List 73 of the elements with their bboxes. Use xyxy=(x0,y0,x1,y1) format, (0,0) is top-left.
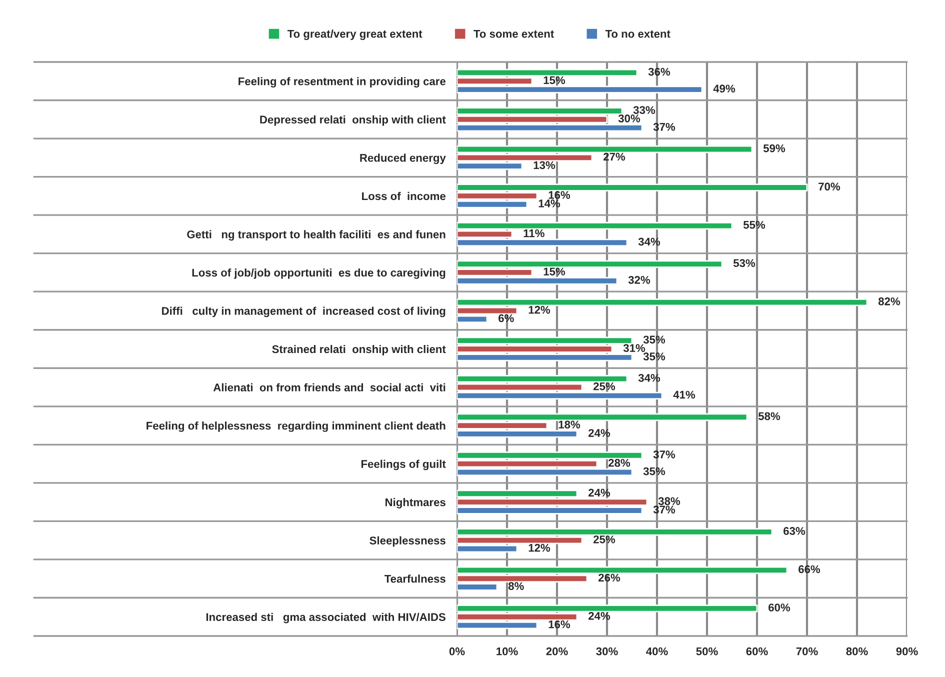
data-label: 31% xyxy=(623,344,646,352)
x-tick-label: 60% xyxy=(746,647,768,656)
data-label: 58% xyxy=(758,412,780,420)
data-label: 12% xyxy=(528,306,550,314)
x-tick-label: 50% xyxy=(696,647,718,656)
y-tick-label: Loss of income xyxy=(362,192,446,200)
y-tick-label: Alienati on from friends and social acti viti xyxy=(213,383,446,392)
data-label: 28% xyxy=(608,458,630,467)
data-label: 60% xyxy=(768,604,790,612)
data-label: 66% xyxy=(798,565,820,574)
legend-label: To some extent xyxy=(474,30,554,38)
y-tick-label: Increased sti gma associated with HIV/AIDS xyxy=(206,612,446,624)
data-label: 32% xyxy=(628,276,650,284)
y-tick-label: Getti ng transport to health faciliti es and funen xyxy=(187,230,446,241)
data-label: 16% xyxy=(548,191,570,199)
y-tick-label: Feeling of resentment in providing care xyxy=(238,77,446,88)
data-label: 8% xyxy=(508,582,524,590)
data-label: 34% xyxy=(638,374,660,382)
data-label: 82% xyxy=(878,297,900,306)
data-label: 35% xyxy=(643,352,666,360)
y-tick-label: Reduced energy xyxy=(360,154,446,164)
y-tick-label: Diffi culty in management of increased cost of living xyxy=(162,306,446,318)
data-label: 24% xyxy=(588,429,610,437)
y-tick-label: Feelings of guilt xyxy=(361,460,446,470)
data-label: 15% xyxy=(544,76,566,84)
data-label: 59% xyxy=(763,144,786,152)
y-tick-label: Depressed relati onship with client xyxy=(260,115,446,126)
data-label: 36% xyxy=(648,68,670,76)
x-tick-label: 20% xyxy=(546,647,568,656)
data-label: 41% xyxy=(673,390,696,399)
data-label: 53% xyxy=(733,259,756,268)
data-label: 35% xyxy=(643,467,666,476)
y-tick-label: Feeling of helplessness regarding imminent client death xyxy=(146,422,446,432)
y-tick-label: Strained relati onship with client xyxy=(272,344,446,356)
data-label: 34% xyxy=(638,238,660,246)
x-tick-label: 30% xyxy=(596,647,618,656)
x-tick-label: 80% xyxy=(846,647,868,656)
y-tick-label: Loss of job/job opportuniti es due to caregiving xyxy=(192,268,446,279)
data-label: 35% xyxy=(643,336,666,344)
data-label: 25% xyxy=(593,382,616,390)
data-label: 18% xyxy=(558,420,580,429)
legend-label: To great/very great extent xyxy=(287,30,422,40)
x-tick-label: 0% xyxy=(449,647,465,656)
data-label: 11% xyxy=(524,229,544,238)
y-tick-label: Nightmares xyxy=(386,498,446,508)
data-label: 25% xyxy=(593,535,616,544)
data-label: 37% xyxy=(653,506,676,514)
data-label: 15% xyxy=(544,268,566,276)
y-tick-label: Sleeplessness xyxy=(370,536,446,547)
x-tick-label: 70% xyxy=(796,647,818,656)
data-label: 37% xyxy=(653,122,676,131)
x-tick-label: 10% xyxy=(496,647,518,656)
data-label: 63% xyxy=(784,527,806,535)
x-tick-label: 40% xyxy=(646,647,668,656)
data-label: 24% xyxy=(588,612,610,620)
data-label: 38% xyxy=(658,497,680,506)
data-label: 12% xyxy=(528,544,550,552)
data-label: 37% xyxy=(653,450,676,458)
data-label: 55% xyxy=(743,220,766,229)
data-label: 6% xyxy=(498,314,514,322)
data-label: 33% xyxy=(633,106,656,114)
data-label: 14% xyxy=(538,199,560,208)
data-label: 13% xyxy=(534,161,556,170)
data-label: 70% xyxy=(818,182,840,190)
y-tick-label: Tearfulness xyxy=(384,574,446,583)
data-label: 26% xyxy=(598,574,620,582)
data-label: 24% xyxy=(588,488,610,497)
data-label: 49% xyxy=(713,84,736,93)
data-label: 27% xyxy=(603,152,626,161)
data-label: 16% xyxy=(548,620,570,628)
x-tick-label: 90% xyxy=(896,647,918,656)
data-label: 30% xyxy=(618,114,640,122)
legend-label: To no extent xyxy=(605,30,670,38)
